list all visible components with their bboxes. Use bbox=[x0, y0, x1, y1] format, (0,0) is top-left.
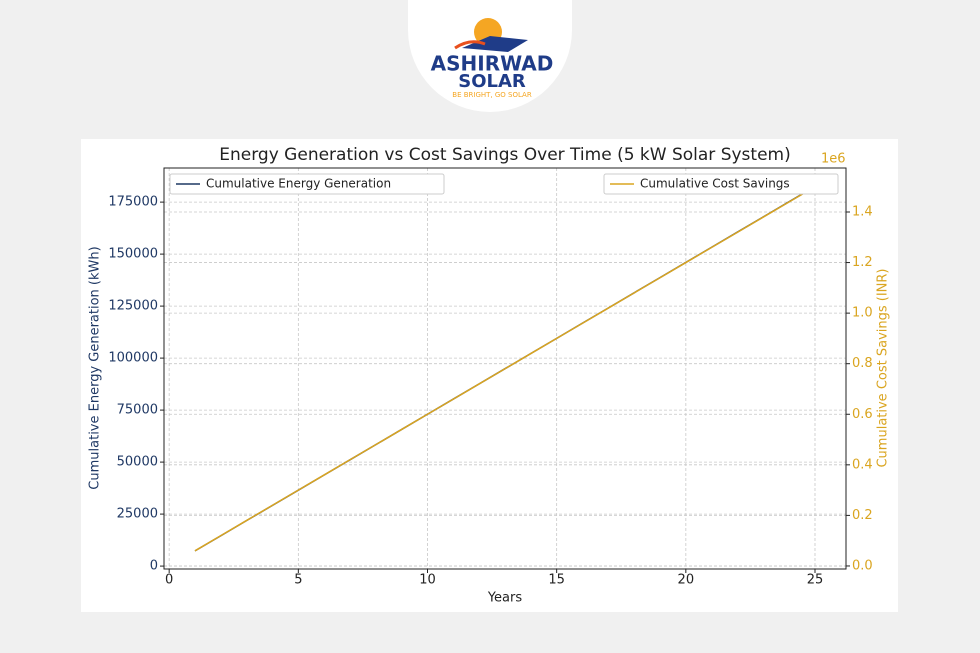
legend-label: Cumulative Energy Generation bbox=[206, 177, 391, 191]
y-tick-label: 50000 bbox=[117, 455, 158, 470]
x-axis-label: Years bbox=[487, 591, 523, 606]
legend-box bbox=[603, 173, 839, 195]
y-tick-label: 175000 bbox=[108, 195, 158, 210]
y-tick-label: 150000 bbox=[108, 247, 158, 262]
y2-tick-label: 0.8 bbox=[852, 356, 873, 371]
x-tick-label: 0 bbox=[165, 573, 173, 588]
y2-tick-label: 0.2 bbox=[852, 508, 873, 523]
logo-name-bottom: SOLAR bbox=[458, 71, 526, 92]
y-tick-label: 25000 bbox=[117, 507, 158, 522]
x-tick-label: 5 bbox=[294, 573, 302, 588]
plot-frame bbox=[163, 167, 847, 570]
y-tick-label: 0 bbox=[150, 559, 158, 574]
logo-name-top: ASHIRWAD bbox=[431, 52, 554, 76]
y-tick-label: 125000 bbox=[108, 299, 158, 314]
series-line bbox=[194, 186, 816, 552]
y-tick-label: 100000 bbox=[108, 351, 158, 366]
y2-tick-label: 0.6 bbox=[852, 407, 873, 422]
y2-tick-label: 1.4 bbox=[852, 204, 873, 219]
legend-box bbox=[169, 173, 445, 195]
y2-tick-label: 1.2 bbox=[852, 255, 873, 270]
logo-icon bbox=[454, 18, 528, 52]
x-tick-label: 15 bbox=[548, 573, 565, 588]
logo-tagline: BE BRIGHT, GO SOLAR bbox=[452, 91, 532, 99]
y2-tick-label: 1.0 bbox=[852, 306, 873, 321]
legend-label: Cumulative Cost Savings bbox=[640, 177, 790, 191]
logo-badge bbox=[408, 0, 572, 112]
y2-offset: 1e6 bbox=[821, 152, 846, 167]
y-axis-label: Cumulative Energy Generation (kWh) bbox=[88, 246, 103, 489]
x-tick-label: 20 bbox=[678, 573, 695, 588]
x-tick-label: 10 bbox=[419, 573, 436, 588]
chart-title: Energy Generation vs Cost Savings Over T… bbox=[219, 145, 790, 165]
y-tick-label: 75000 bbox=[117, 403, 158, 418]
x-tick-label: 25 bbox=[807, 573, 824, 588]
y2-tick-label: 0.4 bbox=[852, 457, 873, 472]
y2-axis-label: Cumulative Cost Savings (INR) bbox=[876, 268, 891, 467]
y2-tick-label: 0.0 bbox=[852, 558, 873, 573]
